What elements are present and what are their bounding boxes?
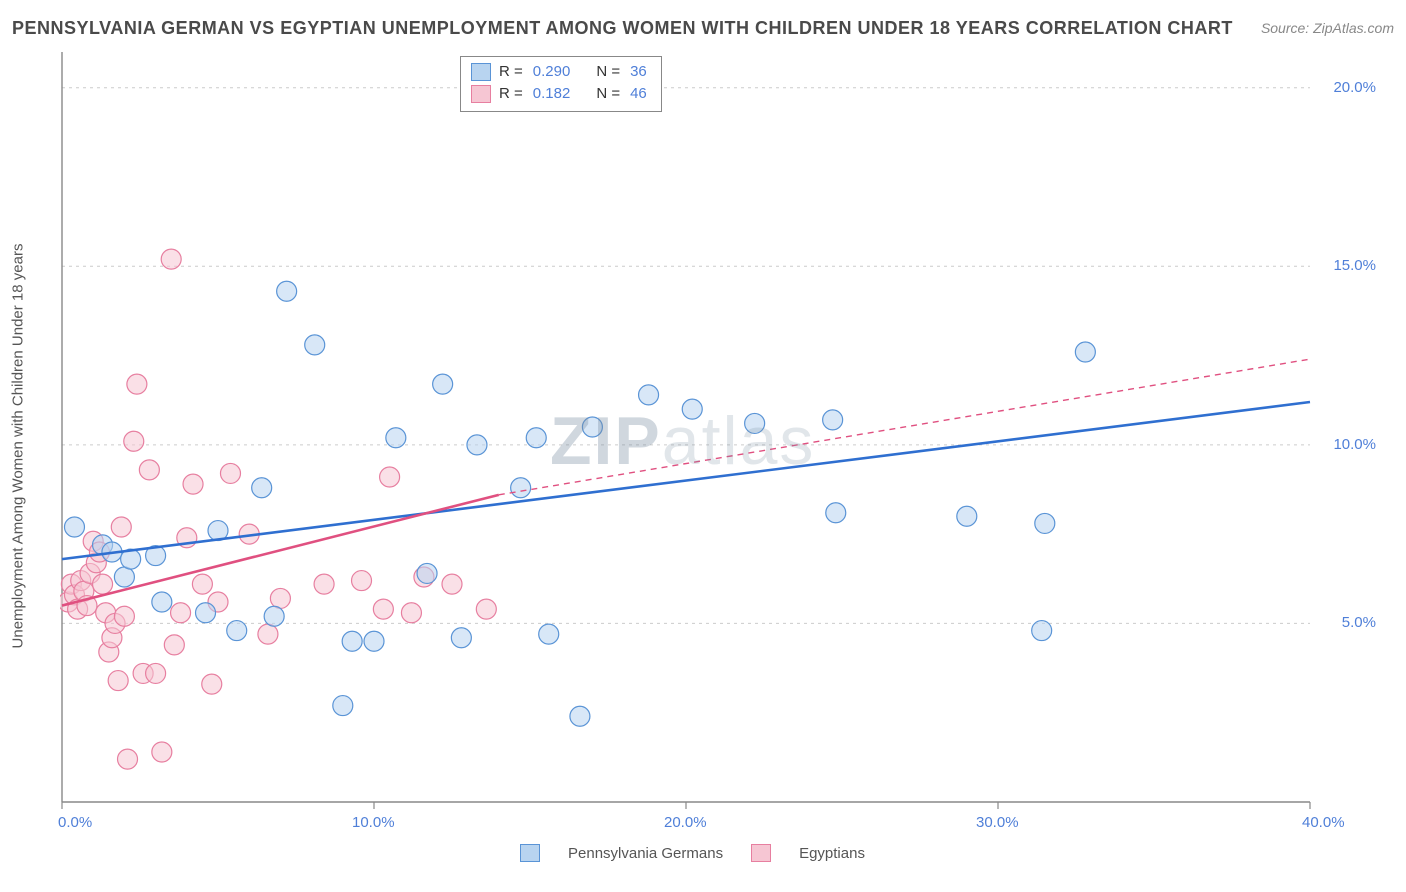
legend-swatch-a <box>471 63 491 81</box>
legend-stats-row-b: R = 0.182 N = 46 <box>471 83 647 105</box>
legend-label-b: Egyptians <box>799 845 865 862</box>
legend-n-label-b: N = <box>596 83 620 105</box>
chart-container: PENNSYLVANIA GERMAN VS EGYPTIAN UNEMPLOY… <box>0 0 1406 892</box>
x-tick-label: 30.0% <box>976 814 1019 831</box>
legend-r-label-a: R = <box>499 61 523 83</box>
x-tick-label: 0.0% <box>58 814 92 831</box>
x-tick-label: 40.0% <box>1302 814 1345 831</box>
x-tick-label: 20.0% <box>664 814 707 831</box>
legend-r-value-b: 0.182 <box>533 83 571 105</box>
legend-stats-row-a: R = 0.290 N = 36 <box>471 61 647 83</box>
legend-label-a: Pennsylvania Germans <box>568 845 723 862</box>
y-tick-label: 20.0% <box>1333 79 1376 96</box>
chart-svg <box>60 52 1380 838</box>
chart-title: PENNSYLVANIA GERMAN VS EGYPTIAN UNEMPLOY… <box>12 18 1233 39</box>
legend-n-value-a: 36 <box>630 61 647 83</box>
legend-n-label-a: N = <box>596 61 620 83</box>
legend-n-value-b: 46 <box>630 83 647 105</box>
source-text: Source: ZipAtlas.com <box>1261 20 1394 36</box>
legend-swatch-b <box>471 85 491 103</box>
y-tick-label: 5.0% <box>1342 614 1376 631</box>
plot-area: ZIPatlas R = 0.290 N = 36 R = 0.182 N = … <box>60 52 1380 838</box>
y-tick-label: 15.0% <box>1333 257 1376 274</box>
y-axis-label: Unemployment Among Women with Children U… <box>10 244 27 649</box>
legend-swatch-b2 <box>751 844 771 862</box>
legend-series: Pennsylvania Germans Egyptians <box>520 844 865 862</box>
legend-stats: R = 0.290 N = 36 R = 0.182 N = 46 <box>460 56 662 112</box>
legend-r-value-a: 0.290 <box>533 61 571 83</box>
y-tick-label: 10.0% <box>1333 436 1376 453</box>
x-tick-label: 10.0% <box>352 814 395 831</box>
legend-swatch-a2 <box>520 844 540 862</box>
legend-r-label-b: R = <box>499 83 523 105</box>
title-bar: PENNSYLVANIA GERMAN VS EGYPTIAN UNEMPLOY… <box>12 14 1394 42</box>
